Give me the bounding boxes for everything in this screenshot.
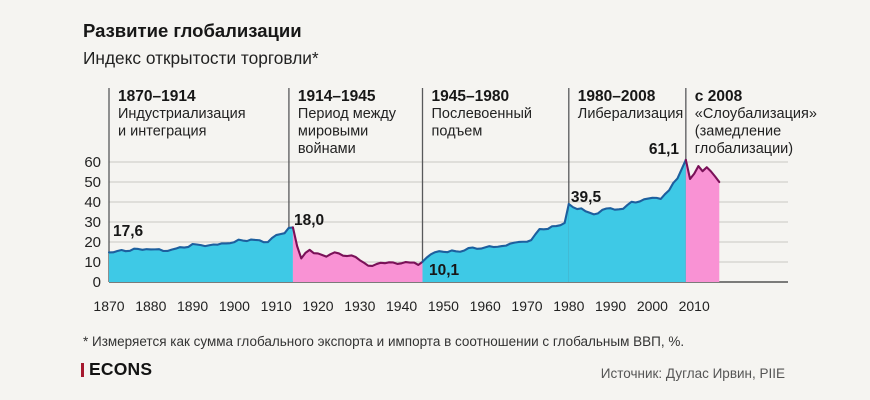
svg-text:50: 50 (84, 174, 101, 191)
svg-text:30: 30 (84, 214, 101, 231)
svg-text:40: 40 (84, 194, 101, 211)
svg-text:с 2008: с 2008 (695, 88, 743, 105)
svg-text:войнами: войнами (298, 141, 356, 157)
svg-text:1945–1980: 1945–1980 (432, 88, 510, 105)
svg-text:Послевоенный: Послевоенный (432, 106, 532, 122)
svg-text:1930: 1930 (344, 298, 375, 314)
svg-text:1890: 1890 (177, 298, 208, 314)
svg-text:подъем: подъем (432, 124, 483, 140)
svg-text:1910: 1910 (261, 298, 292, 314)
svg-text:1870–1914: 1870–1914 (118, 88, 196, 105)
svg-text:глобализации): глобализации) (695, 141, 793, 157)
svg-text:1950: 1950 (428, 298, 459, 314)
svg-text:1980: 1980 (553, 298, 584, 314)
svg-text:1940: 1940 (386, 298, 417, 314)
svg-text:1960: 1960 (470, 298, 501, 314)
svg-text:Либерализация: Либерализация (578, 106, 683, 122)
svg-text:39,5: 39,5 (571, 189, 602, 206)
svg-text:1870: 1870 (93, 298, 124, 314)
svg-text:61,1: 61,1 (649, 141, 680, 158)
svg-text:2000: 2000 (637, 298, 668, 314)
svg-text:и интеграция: и интеграция (118, 124, 206, 140)
svg-text:«Слоубализация»: «Слоубализация» (695, 106, 817, 122)
svg-text:1880: 1880 (135, 298, 166, 314)
svg-text:1920: 1920 (302, 298, 333, 314)
svg-text:1900: 1900 (219, 298, 250, 314)
svg-text:Индустриализация: Индустриализация (118, 106, 246, 122)
svg-text:18,0: 18,0 (294, 212, 324, 229)
svg-text:20: 20 (84, 234, 101, 251)
svg-text:1990: 1990 (595, 298, 626, 314)
svg-text:0: 0 (93, 274, 101, 291)
svg-text:10,1: 10,1 (429, 262, 460, 279)
svg-text:1980–2008: 1980–2008 (578, 88, 656, 105)
svg-text:17,6: 17,6 (113, 223, 144, 240)
svg-text:мировыми: мировыми (298, 124, 368, 140)
svg-text:Период между: Период между (298, 106, 397, 122)
svg-text:(замедление: (замедление (695, 124, 781, 140)
svg-text:10: 10 (84, 254, 101, 271)
svg-text:60: 60 (84, 154, 101, 171)
svg-text:2010: 2010 (679, 298, 710, 314)
svg-text:1914–1945: 1914–1945 (298, 88, 376, 105)
svg-text:1970: 1970 (511, 298, 542, 314)
